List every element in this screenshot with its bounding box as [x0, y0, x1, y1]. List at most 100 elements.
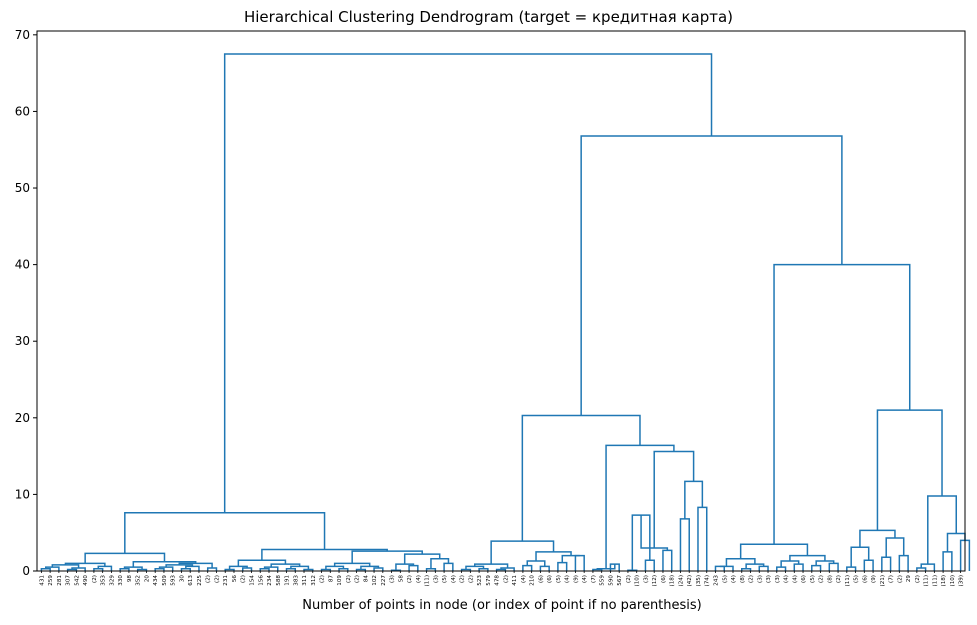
- dendrogram-link: [828, 562, 839, 571]
- dendrogram-link: [898, 554, 909, 571]
- leaf-label: 490: [83, 575, 89, 586]
- leaf-label: (5): [854, 575, 860, 583]
- y-axis-ticks: 0 10 20 30 40 50 60 70: [15, 28, 37, 578]
- leaf-label: (2): [355, 575, 361, 583]
- leaf-label: (2): [92, 575, 98, 583]
- dendrogram-link: [684, 480, 704, 519]
- leaf-label: 109: [337, 575, 343, 586]
- leaf-label: 559: [600, 575, 606, 586]
- leaf-label: (6): [862, 575, 868, 583]
- axes: [36, 30, 966, 572]
- dendrogram-link: [789, 554, 826, 562]
- y-tick-label: 10: [15, 487, 30, 501]
- dendrogram-link: [535, 551, 572, 562]
- dendrogram-link: [539, 565, 550, 571]
- leaf-label: 56: [232, 575, 238, 583]
- leaf-label: 231: [223, 575, 229, 586]
- y-tick-label: 70: [15, 28, 30, 42]
- dendrogram-link: [776, 566, 787, 571]
- dendrogram-link: [237, 559, 287, 567]
- leaf-label: (2): [407, 575, 413, 583]
- dendrogram-link: [644, 559, 655, 571]
- leaf-label: (6): [547, 575, 553, 583]
- leaf-label: 590: [608, 575, 614, 586]
- leaf-label: 154: [249, 575, 255, 586]
- dendrogram-link: [758, 565, 769, 571]
- dendrogram-link: [725, 557, 756, 567]
- leaf-label: 329: [109, 575, 115, 586]
- leaf-label: (18): [941, 575, 947, 586]
- leaf-label: (39): [959, 575, 965, 586]
- leaf-label: (3): [766, 575, 772, 583]
- leaf-label: (10): [635, 575, 641, 586]
- leaf-label: (12): [652, 575, 658, 586]
- leaf-label: 411: [512, 575, 518, 586]
- leaf-label: 311: [302, 575, 308, 586]
- leaf-label: 593: [171, 575, 177, 586]
- leaf-label: (42): [687, 575, 693, 586]
- dendrogram-link: [408, 564, 419, 571]
- y-tick-label: 40: [15, 258, 30, 272]
- leaf-label: (3): [433, 575, 439, 583]
- leaf-label: 259: [48, 575, 54, 586]
- leaf-label: (24): [678, 575, 684, 586]
- leaf-label: (21): [880, 575, 886, 586]
- leaf-label: 383: [293, 575, 299, 586]
- dendrogram-link: [946, 532, 966, 552]
- dendrogram-link: [697, 506, 708, 571]
- leaf-label: 312: [311, 575, 317, 586]
- leaf-label: 225: [197, 575, 203, 586]
- dendrogram-link: [662, 549, 673, 571]
- leaf-label: (5): [556, 575, 562, 583]
- dendrogram-link: [719, 565, 734, 571]
- leaf-label: (5): [722, 575, 728, 583]
- leaf-label: (3): [757, 575, 763, 583]
- dendrogram-link: [793, 563, 804, 571]
- leaf-label: 434: [153, 575, 159, 586]
- leaf-label: 102: [372, 575, 378, 586]
- dendrogram-link: [580, 135, 843, 416]
- leaf-label: 30: [179, 575, 185, 583]
- dendrogram-link: [223, 53, 713, 513]
- chart-title: Hierarchical Clustering Dendrogram (targ…: [243, 8, 734, 26]
- leaf-label: (2): [915, 575, 921, 583]
- leaf-label: 58: [398, 575, 404, 583]
- leaf-label: (3): [643, 575, 649, 583]
- leaf-label: (2): [897, 575, 903, 583]
- axes-frame: [36, 30, 966, 572]
- leaf-label: (35): [696, 575, 702, 586]
- dendrogram-link: [574, 554, 585, 571]
- leaf-label: (2): [320, 575, 326, 583]
- leaf-label: (6): [538, 575, 544, 583]
- leaf-label: (8): [740, 575, 746, 583]
- leaf-label: (7): [889, 575, 895, 583]
- leaf-label: (4): [792, 575, 798, 583]
- leaf-label: 353: [101, 575, 107, 586]
- leaf-label: 523: [477, 575, 483, 586]
- leaf-label: 20: [144, 575, 150, 583]
- dendrogram-link: [773, 263, 911, 545]
- leaf-label: 567: [617, 575, 623, 586]
- leaf-label: (3): [390, 575, 396, 583]
- dendrogram-link: [351, 550, 423, 564]
- leaf-label: 191: [285, 575, 291, 586]
- dendrogram-link: [679, 518, 690, 571]
- leaf-label: (11): [425, 575, 431, 586]
- leaf-label: (18): [670, 575, 676, 586]
- x-axis-label: Number of points in node (or index of po…: [302, 598, 702, 613]
- leaf-label: (2): [819, 575, 825, 583]
- dendrogram-link: [850, 546, 870, 568]
- leaf-label: (9): [573, 575, 579, 583]
- leaf-label: (11): [932, 575, 938, 586]
- leaf-label: 243: [713, 575, 719, 586]
- dendrogram-link: [443, 562, 454, 571]
- leaf-label: 29: [906, 575, 912, 583]
- y-tick-label: 60: [15, 104, 30, 118]
- leaf-label: 613: [188, 575, 194, 586]
- leaf-label: 330: [118, 575, 124, 586]
- leaf-label: (11): [924, 575, 930, 586]
- dendrogram-link: [522, 564, 533, 571]
- leaf-label: (2): [503, 575, 509, 583]
- dendrogram-link: [885, 537, 905, 558]
